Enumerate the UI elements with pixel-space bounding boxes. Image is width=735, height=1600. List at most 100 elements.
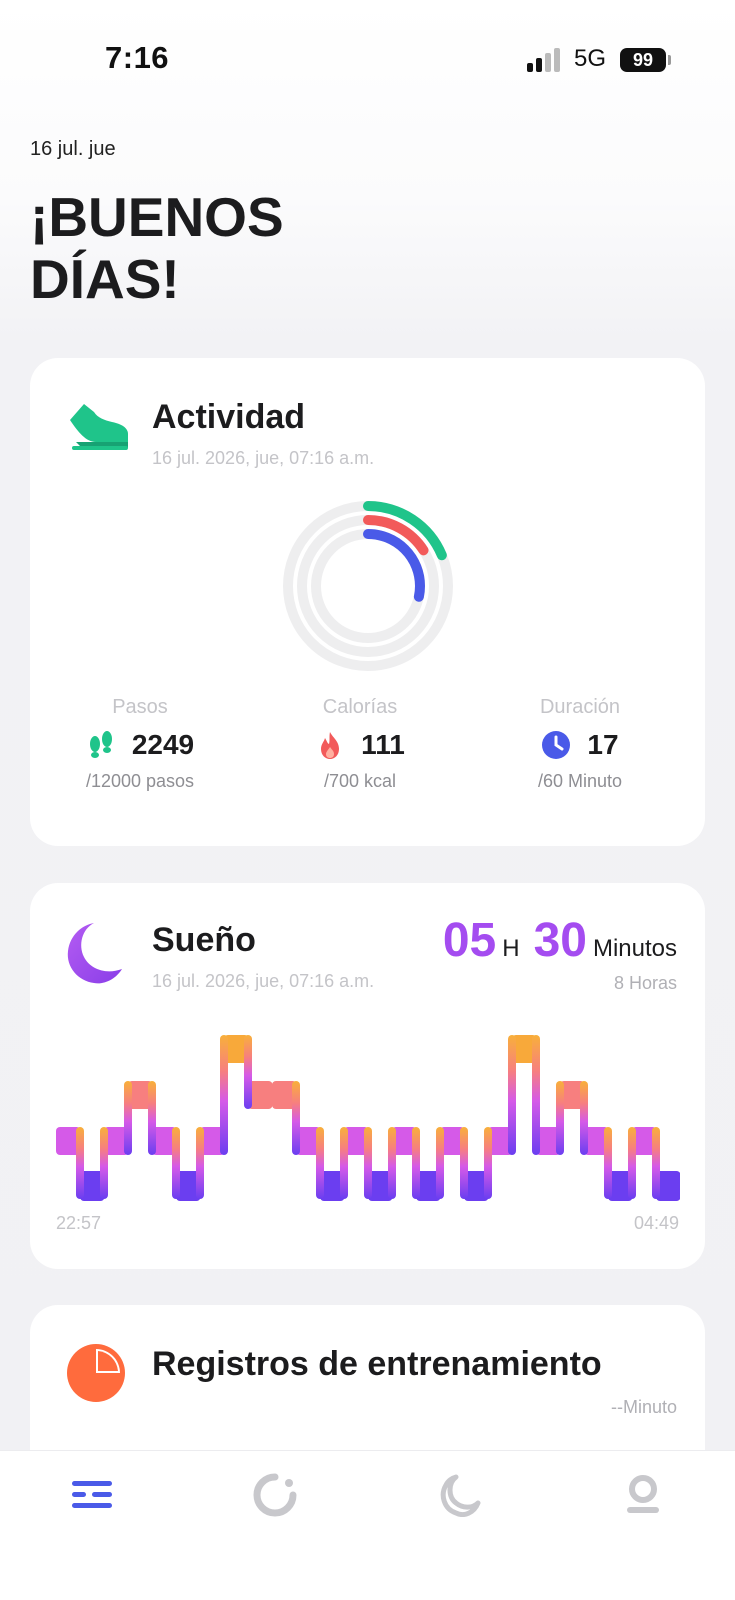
sleep-stage-segment — [56, 1127, 81, 1155]
sleep-minutes: 30 — [533, 914, 587, 967]
footprints-icon — [89, 731, 112, 758]
header-date: 16 jul. jue — [30, 138, 116, 160]
sleep-end-time: 04:49 — [633, 1213, 679, 1233]
sleep-stage-segment — [224, 1035, 249, 1063]
sleep-stage-transition — [148, 1081, 156, 1155]
sleep-stage-transition — [172, 1127, 180, 1199]
sleep-stage-transition — [292, 1081, 300, 1155]
sleep-stage-transition — [340, 1127, 348, 1199]
sleep-stage-transition — [412, 1127, 420, 1199]
sleep-stage-transition — [124, 1081, 132, 1155]
training-title: Registros de entrenamiento — [152, 1345, 602, 1383]
training-duration: --Minuto — [610, 1397, 677, 1417]
sleep-stage-transition — [460, 1127, 468, 1199]
sleep-stage-segment — [104, 1127, 129, 1155]
steps-label: Pasos — [112, 696, 168, 718]
sleep-stage-transition — [388, 1127, 396, 1199]
sleep-stage-segment — [440, 1127, 465, 1155]
sleep-total: 05 H 30 Minutos — [443, 913, 677, 968]
network-type: 5G — [574, 45, 607, 72]
sleep-card[interactable]: Sueño 16 jul. 2026, jue, 07:16 a.m. 05 H… — [30, 883, 705, 1269]
ring-pasos — [283, 501, 453, 671]
sleep-stage-transition — [220, 1035, 228, 1155]
clock-time: 7:16 — [105, 40, 170, 75]
sleep-stage-segment — [368, 1171, 393, 1201]
sleep-title: Sueño — [152, 921, 256, 959]
activity-rings — [283, 501, 453, 671]
sleep-stage-transition — [604, 1127, 612, 1199]
clock-icon — [542, 731, 571, 759]
sleep-stage-segment — [248, 1081, 273, 1109]
sleep-stage-segment — [80, 1171, 105, 1201]
sleep-stage-transition — [508, 1035, 516, 1155]
activity-title: Actividad — [152, 398, 306, 436]
sleep-timestamp: 16 jul. 2026, jue, 07:16 a.m. — [152, 971, 375, 991]
sleep-stage-segment — [512, 1035, 537, 1063]
sleep-stage-segment — [560, 1081, 585, 1109]
sleep-stage-transition — [316, 1127, 324, 1199]
home-tab-icon[interactable] — [70, 1473, 114, 1517]
sleep-stage-transition — [484, 1127, 492, 1199]
sleep-stage-segment — [200, 1127, 225, 1155]
sleep-tab-icon[interactable] — [438, 1473, 482, 1517]
sleep-stage-transition — [556, 1081, 564, 1155]
pie-icon — [67, 1344, 125, 1402]
profile-tab-icon[interactable] — [621, 1473, 665, 1517]
calories-goal: /700 kcal — [323, 771, 397, 791]
duration-stat: Duración 17 /60 Minuto — [480, 696, 680, 792]
sleep-stage-segment — [584, 1127, 609, 1155]
calories-label: Calorías — [322, 696, 398, 718]
ring-calorías — [297, 515, 439, 657]
sleep-stage-segment — [392, 1127, 417, 1155]
steps-value: 2249 — [131, 729, 195, 760]
sleep-stage-segment — [488, 1127, 513, 1155]
activity-tab-icon[interactable] — [253, 1473, 297, 1517]
sleep-minutes-unit: Minutos — [592, 935, 677, 962]
sleep-goal: 8 Horas — [613, 973, 677, 993]
sleep-stage-transition — [628, 1127, 636, 1199]
sleep-hours-unit: H — [502, 935, 520, 962]
calories-stat: Calorías 111 /700 kcal — [260, 696, 460, 792]
duration-label: Duración — [539, 696, 621, 718]
sleep-stage-transition — [580, 1081, 588, 1155]
sleep-stage-segment — [608, 1171, 633, 1201]
steps-goal: /12000 pasos — [85, 771, 195, 791]
training-card[interactable]: Registros de entrenamiento --Minuto — [30, 1305, 705, 1465]
sleep-stage-transition — [100, 1127, 108, 1199]
calories-value: 111 — [361, 729, 405, 760]
status-bar: 7:16 5G 99 — [0, 0, 735, 110]
sleep-stage-segment — [536, 1127, 561, 1155]
activity-timestamp: 16 jul. 2026, jue, 07:16 a.m. — [152, 448, 375, 468]
sleep-stage-segment — [296, 1127, 321, 1155]
steps-stat: Pasos 2249 /12000 pasos — [40, 696, 240, 792]
sleep-stage-segment — [152, 1127, 177, 1155]
sleep-stage-segment — [344, 1127, 369, 1155]
sleep-stage-transition — [364, 1127, 372, 1199]
sleep-stage-transition — [532, 1035, 540, 1155]
battery-nub — [668, 55, 671, 65]
sleep-stage-transition — [196, 1127, 204, 1199]
sleep-stage-segment — [320, 1171, 345, 1201]
sleep-stages-chart — [56, 1035, 680, 1201]
sleep-stage-segment — [632, 1127, 657, 1155]
sleep-hours: 05 — [442, 914, 497, 967]
sleep-stage-transition — [652, 1127, 660, 1199]
greeting-title: ¡BUENOS DÍAS! — [30, 186, 284, 310]
duration-value: 17 — [587, 729, 619, 760]
flame-icon — [321, 732, 340, 759]
tab-bar — [0, 1450, 735, 1600]
sleep-stage-transition — [244, 1035, 252, 1109]
sleep-stage-segment — [416, 1171, 441, 1201]
sleep-start-time: 22:57 — [56, 1213, 102, 1233]
activity-card[interactable]: Actividad 16 jul. 2026, jue, 07:16 a.m. … — [30, 358, 705, 846]
sleep-stage-transition — [76, 1127, 84, 1199]
sleep-stage-segment — [656, 1171, 680, 1201]
sleep-stage-segment — [176, 1171, 201, 1201]
duration-goal: /60 Minuto — [537, 771, 623, 791]
shoe-icon — [70, 404, 128, 450]
signal-icon — [527, 48, 560, 72]
ring-duración — [311, 529, 425, 643]
sleep-stage-segment — [464, 1171, 489, 1201]
battery-icon: 99 — [620, 48, 666, 72]
sleep-stage-segment — [128, 1081, 153, 1109]
